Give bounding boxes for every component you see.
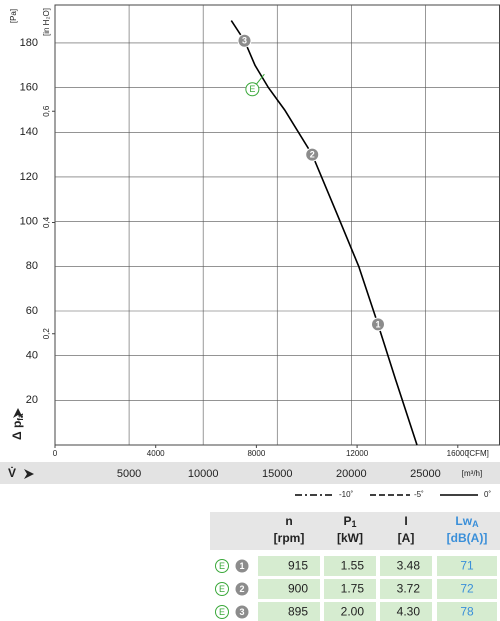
- table-cell: [324, 579, 376, 599]
- table-header-symbol: P1: [343, 514, 356, 529]
- table-cell-text: 895: [288, 605, 308, 619]
- operating-point: [305, 147, 320, 162]
- table-cell-text: 3.72: [397, 582, 421, 596]
- table-cell: [437, 602, 497, 621]
- operating-point: [237, 33, 252, 48]
- row-e-badge: [215, 559, 229, 573]
- table-cell: [258, 556, 320, 576]
- table-cell: [380, 556, 432, 576]
- y-label-sub: fa: [16, 413, 25, 421]
- table-header-unit: [rpm]: [274, 531, 305, 545]
- table-header-symbol: n: [285, 514, 292, 528]
- table-cell-text: 900: [288, 582, 308, 596]
- header-sub: A: [472, 519, 479, 529]
- y-tick-label: 60: [26, 305, 38, 317]
- table-cell-text: 3.48: [397, 559, 421, 573]
- x-tick-label: 10000: [188, 468, 219, 480]
- y-unit: [Pa]: [9, 9, 18, 23]
- header-symbol: n: [285, 514, 292, 528]
- x-label: V̇: [8, 465, 16, 480]
- table-cell: [437, 579, 497, 599]
- table-header-unit: [A]: [398, 531, 415, 545]
- legend-label: -5˚: [414, 490, 424, 499]
- table-header-bg: [210, 512, 500, 550]
- x-axis-band: [0, 462, 500, 484]
- operating-point: [371, 317, 386, 332]
- legend-label: -10˚: [339, 490, 354, 499]
- row-e-label: E: [219, 607, 225, 617]
- y2-tick-label: 0,2: [42, 328, 51, 340]
- header-sub: 1: [352, 519, 357, 529]
- table-cell-text: 71: [460, 559, 474, 573]
- x2-tick-label: 8000: [247, 449, 265, 458]
- header-symbol: Lw: [455, 514, 472, 528]
- row-point-badge: [235, 605, 249, 619]
- table-header-symbol: I: [404, 514, 407, 528]
- y-tick-label: 180: [20, 37, 38, 49]
- y-tick-label: 120: [20, 171, 38, 183]
- annotation-label: E: [249, 84, 255, 94]
- table-cell-text: 915: [288, 559, 308, 573]
- x2-unit: [CFM]: [467, 449, 489, 458]
- table-header-unit: [kW]: [337, 531, 363, 545]
- table-cell: [437, 556, 497, 576]
- y-tick-label: 40: [26, 350, 38, 362]
- y-tick-label: 100: [20, 216, 38, 228]
- row-point-label: 1: [239, 561, 244, 571]
- operating-point-label: 1: [375, 319, 380, 329]
- table-header-symbol: LwA: [455, 514, 479, 529]
- x2-tick-label: 0: [53, 449, 58, 458]
- y-tick-label: 20: [26, 394, 38, 406]
- operating-point-label: 2: [310, 150, 315, 160]
- row-e-label: E: [219, 584, 225, 594]
- row-e-badge: [215, 582, 229, 596]
- legend-label: 0˚: [484, 490, 491, 499]
- table-cell-text: 78: [460, 605, 474, 619]
- curve: [230, 20, 418, 446]
- row-e-badge: [215, 605, 229, 619]
- y2-tick-label: 0,4: [42, 216, 51, 228]
- table-cell: [380, 579, 432, 599]
- y2-tick-label: 0,6: [42, 105, 51, 117]
- table-cell: [380, 602, 432, 621]
- table-cell-text: 1.55: [341, 559, 365, 573]
- row-point-label: 3: [239, 607, 244, 617]
- x-tick-label: 25000: [410, 468, 441, 480]
- y-tick-label: 80: [26, 260, 38, 272]
- table-cell-text: 1.75: [341, 582, 365, 596]
- x-arrow: [24, 469, 34, 479]
- row-point-badge: [235, 582, 249, 596]
- annotation-badge: [245, 82, 260, 97]
- table-header-unit: [dB(A)]: [447, 531, 488, 545]
- y2-unit: [in H₂O]: [42, 8, 51, 36]
- table-cell-text: 2.00: [341, 605, 365, 619]
- table-cell: [258, 602, 320, 621]
- annotation-leader: [255, 73, 265, 85]
- x-tick-label: 20000: [336, 468, 367, 480]
- x-tick-label: 5000: [117, 468, 141, 480]
- table-cell-text: 4.30: [397, 605, 421, 619]
- x2-tick-label: 4000: [147, 449, 165, 458]
- table-cell: [324, 602, 376, 621]
- x2-tick-label: 16000: [447, 449, 470, 458]
- x-tick-label: 15000: [262, 468, 293, 480]
- y-tick-label: 140: [20, 126, 38, 138]
- x2-tick-label: 12000: [346, 449, 369, 458]
- operating-point-label: 3: [242, 36, 247, 46]
- x-unit: [m³/h]: [462, 469, 482, 478]
- header-symbol: P: [343, 514, 351, 528]
- table-cell: [324, 556, 376, 576]
- header-symbol: I: [404, 514, 407, 528]
- y-label-text: Δ p: [10, 421, 24, 440]
- row-point-label: 2: [239, 584, 244, 594]
- row-point-badge: [235, 559, 249, 573]
- row-e-label: E: [219, 561, 225, 571]
- y-arrow: [13, 408, 23, 418]
- y-label: Δ pfa: [10, 413, 25, 440]
- table-cell-text: 72: [460, 582, 474, 596]
- table-cell: [258, 579, 320, 599]
- y-tick-label: 160: [20, 82, 38, 94]
